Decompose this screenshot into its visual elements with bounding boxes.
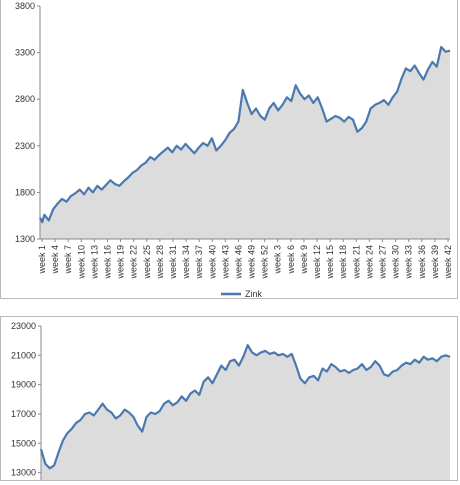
x-tick-label: week 15	[325, 245, 335, 280]
x-tick-label: week 46	[233, 245, 243, 280]
x-tick-label: week 22	[129, 245, 139, 280]
y-tick-label: 23000	[11, 321, 36, 331]
x-tick-label: week 42	[443, 245, 453, 280]
legend-label: Zink	[245, 289, 263, 298]
x-tick-label: week 40	[207, 245, 217, 280]
x-tick-label: week 49	[247, 245, 257, 280]
x-tick-label: week 31	[168, 245, 178, 280]
x-tick-label: week 7	[63, 245, 73, 275]
x-tick-label: week 33	[404, 245, 414, 280]
x-tick-label: week 37	[194, 245, 204, 280]
series-line	[39, 45, 451, 224]
x-tick-label: week 21	[351, 245, 361, 280]
x-tick-label: week 1	[37, 245, 47, 275]
y-tick-label: 13000	[11, 468, 36, 478]
x-tick-label: week 24	[364, 245, 374, 280]
x-tick-label: week 4	[50, 245, 60, 275]
x-tick-label: week 19	[116, 245, 126, 280]
second-chart: 11000130001500017000190002100023000	[11, 321, 451, 485]
x-tick-label: week 39	[430, 245, 440, 280]
series-area-fill	[41, 345, 450, 485]
x-tick-label: week 9	[299, 245, 309, 275]
zink-chart-panel: 1300 1800 2300 2800 3300 3800 week 1 week 4 week…	[0, 0, 458, 299]
series-line	[39, 344, 451, 470]
x-tick-label: week 43	[220, 245, 230, 280]
x-tick-label: week 34	[181, 245, 191, 280]
x-tick-label: week 27	[378, 245, 388, 280]
y-tick-label: 19000	[11, 380, 36, 390]
x-tick-label: week 18	[338, 245, 348, 280]
x-tick-label: week 10	[76, 245, 86, 280]
x-tick-label: week 28	[155, 245, 165, 280]
series-area-fill	[40, 47, 450, 239]
y-tick-label: 1800	[15, 187, 35, 197]
x-tick-label: week 25	[142, 245, 152, 280]
y-tick-label: 2800	[15, 94, 35, 104]
x-tick-label: week 16	[102, 245, 112, 280]
x-tick-label: week 13	[89, 245, 99, 280]
y-tick-label: 3300	[15, 48, 35, 58]
y-tick-label: 15000	[11, 438, 36, 448]
y-tick-label: 21000	[11, 350, 36, 360]
y-tick-label: 1300	[15, 234, 35, 244]
x-tick-label: week 6	[286, 245, 296, 275]
x-tick-label: week 36	[417, 245, 427, 280]
y-tick-label: 17000	[11, 409, 36, 419]
x-tick-label: week 12	[312, 245, 322, 280]
x-tick-label: week 30	[391, 245, 401, 280]
legend: Zink	[221, 289, 263, 299]
y-tick-label: 3800	[15, 1, 35, 11]
second-chart-panel: 11000130001500017000190002100023000	[0, 316, 458, 485]
x-tick-label: week 52	[260, 245, 270, 280]
x-tick-label: week 3	[273, 245, 283, 275]
y-tick-label: 2300	[15, 141, 35, 151]
